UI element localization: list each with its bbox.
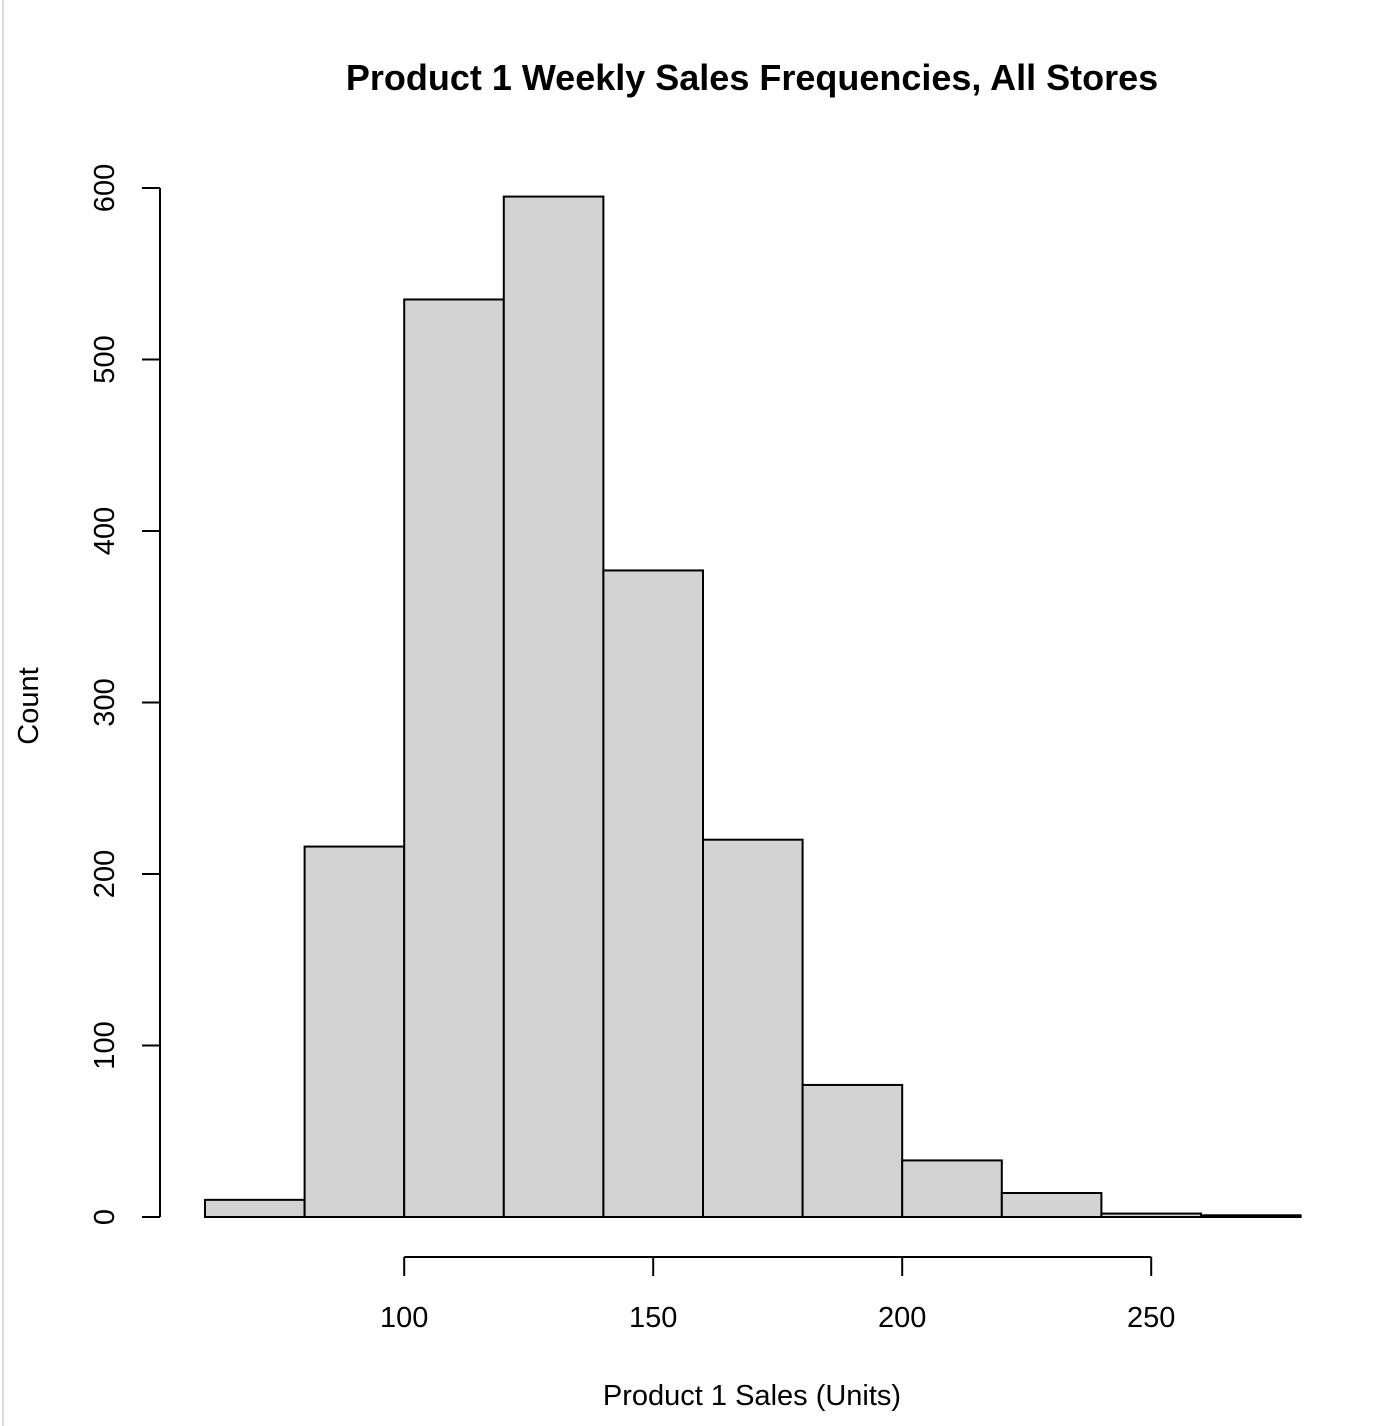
y-axis-label: Count — [13, 667, 45, 744]
histogram-bar — [502, 195, 605, 1218]
histogram-bar — [1000, 1191, 1103, 1218]
histogram-bar — [702, 838, 804, 1218]
y-tick-label: 100 — [89, 1021, 121, 1069]
histogram-bar — [1200, 1214, 1302, 1219]
y-axis: 0 100 200 300 400 500 600 — [89, 164, 161, 1225]
histogram-bar — [602, 569, 705, 1218]
y-tick-label: 600 — [89, 164, 121, 212]
x-tick-label: 150 — [629, 1302, 677, 1334]
x-tick-label: 100 — [380, 1302, 428, 1334]
histogram-bar — [901, 1159, 1003, 1219]
y-tick-label: 500 — [89, 335, 121, 383]
bars-group — [204, 195, 1302, 1219]
histogram-bar — [801, 1083, 904, 1218]
x-tick-label: 250 — [1127, 1302, 1175, 1334]
histogram-bar — [403, 298, 505, 1219]
chart-title: Product 1 Weekly Sales Frequencies, All … — [346, 57, 1158, 98]
left-border — [2, 0, 4, 1426]
x-axis: 100 150 200 250 — [380, 1256, 1175, 1334]
y-tick-label: 300 — [89, 678, 121, 726]
histogram-bar — [204, 1198, 306, 1218]
y-tick-label: 200 — [89, 850, 121, 898]
x-tick-label: 200 — [878, 1302, 926, 1334]
y-tick-label: 400 — [89, 507, 121, 555]
x-axis-label: Product 1 Sales (Units) — [603, 1380, 901, 1412]
y-tick-label: 0 — [89, 1209, 121, 1225]
histogram-bar — [303, 845, 406, 1218]
histogram-bar — [1100, 1212, 1203, 1218]
